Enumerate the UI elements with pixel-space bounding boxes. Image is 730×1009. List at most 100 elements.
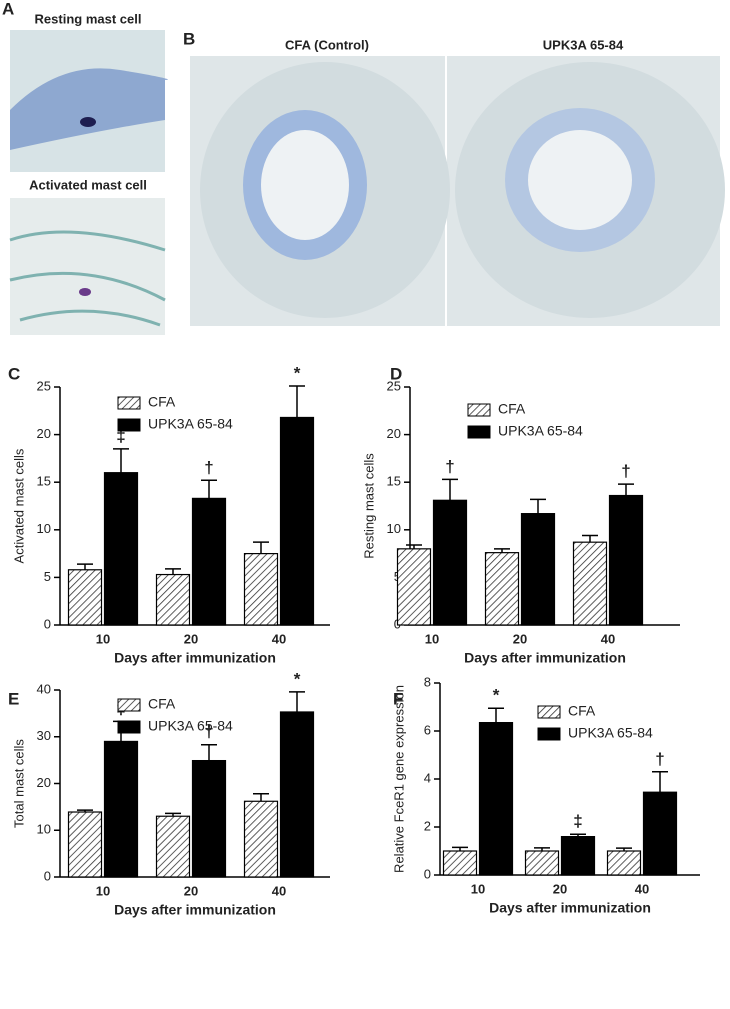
y-axis-label: Activated mast cells: [11, 448, 26, 563]
error-bar: [494, 548, 510, 553]
bar: [243, 552, 279, 626]
error-bar: [201, 743, 217, 761]
y-tick-label: 6: [424, 722, 431, 737]
bar: [396, 548, 432, 626]
panel-letter: B: [183, 29, 195, 48]
error-bar: [618, 483, 634, 496]
x-tick-label: 20: [553, 881, 567, 896]
x-tick-label: 20: [513, 631, 527, 646]
significance-label: *: [493, 686, 500, 705]
y-tick-label: 20: [37, 426, 51, 441]
error-bar: [442, 478, 458, 501]
lumen: [261, 130, 349, 240]
tissue: [10, 68, 168, 150]
bar: [191, 759, 227, 878]
legend-label: CFA: [498, 401, 526, 417]
x-tick-label: 40: [601, 631, 615, 646]
y-axis-label: Total mast cells: [11, 739, 26, 828]
bar: [442, 850, 478, 876]
legend-swatch: [467, 403, 491, 417]
x-tick-label: 40: [635, 881, 649, 896]
bar: [279, 416, 315, 626]
x-tick-label: 40: [272, 883, 286, 898]
y-tick-label: 20: [37, 775, 51, 790]
bar: [524, 850, 560, 876]
bar: [432, 499, 468, 626]
y-tick-label: 5: [44, 569, 51, 584]
tissue: [9, 230, 166, 327]
legend-swatch: [537, 705, 561, 719]
bar: [572, 541, 608, 626]
error-bar: [165, 812, 181, 817]
x-tick-label: 20: [184, 631, 198, 646]
error-bar: [406, 544, 422, 549]
y-tick-label: 4: [424, 770, 431, 785]
panel-letter: F: [393, 689, 403, 708]
error-bar: [652, 771, 668, 793]
error-bar: [570, 833, 586, 837]
bar: [67, 811, 103, 878]
error-bar: [534, 847, 550, 851]
x-tick-label: 10: [471, 881, 485, 896]
significance-label: *: [294, 364, 301, 383]
panel-letter: D: [390, 364, 402, 383]
error-bar: [582, 534, 598, 543]
bar: [642, 791, 678, 876]
image-caption: CFA (Control): [285, 37, 369, 52]
y-tick-label: 15: [387, 474, 401, 489]
mast-cell: [80, 117, 96, 127]
bar: [484, 552, 520, 626]
x-axis-label: Days after immunization: [114, 902, 276, 918]
error-bar: [113, 448, 129, 473]
y-tick-label: 25: [37, 378, 51, 393]
x-axis-label: Days after immunization: [114, 650, 276, 666]
legend-swatch: [117, 698, 141, 712]
legend-label: UPK3A 65-84: [148, 416, 233, 432]
legend-label: CFA: [148, 696, 176, 712]
error-bar: [77, 563, 93, 570]
error-bar: [253, 541, 269, 554]
error-bar: [530, 498, 546, 514]
legend-swatch: [467, 425, 491, 439]
y-tick-label: 0: [44, 868, 51, 883]
error-bar: [452, 846, 468, 851]
x-tick-label: 10: [96, 883, 110, 898]
bar: [520, 513, 556, 626]
panel-letter: C: [8, 364, 20, 383]
y-axis-label: Relative FceR1 gene expression: [391, 685, 406, 873]
significance-label: ‡: [573, 812, 582, 831]
legend-swatch: [117, 720, 141, 734]
bar: [155, 573, 191, 626]
y-tick-label: 30: [37, 728, 51, 743]
legend-label: UPK3A 65-84: [148, 718, 233, 734]
error-bar: [253, 793, 269, 802]
x-axis-label: Days after immunization: [489, 900, 651, 916]
bar: [478, 721, 514, 876]
bar: [103, 472, 139, 626]
panel-letter: A: [2, 0, 14, 18]
y-tick-label: 25: [387, 378, 401, 393]
error-bar: [616, 847, 632, 851]
bar: [279, 711, 315, 878]
significance-label: *: [294, 669, 301, 688]
lumen: [528, 130, 632, 230]
bar: [243, 800, 279, 878]
x-axis-label: Days after immunization: [464, 650, 626, 666]
legend-swatch: [117, 396, 141, 410]
y-tick-label: 40: [37, 681, 51, 696]
legend-label: UPK3A 65-84: [568, 725, 653, 741]
legend-label: UPK3A 65-84: [498, 423, 583, 439]
image-caption: Resting mast cell: [35, 11, 142, 26]
significance-label: †: [445, 457, 454, 476]
bar: [608, 494, 644, 626]
bar: [155, 815, 191, 878]
significance-label: †: [204, 722, 213, 741]
mast-cell: [79, 288, 91, 296]
micrograph: [10, 198, 165, 335]
bar: [67, 569, 103, 626]
bar: [103, 740, 139, 878]
x-tick-label: 40: [272, 631, 286, 646]
error-bar: [77, 809, 93, 813]
error-bar: [289, 691, 305, 712]
